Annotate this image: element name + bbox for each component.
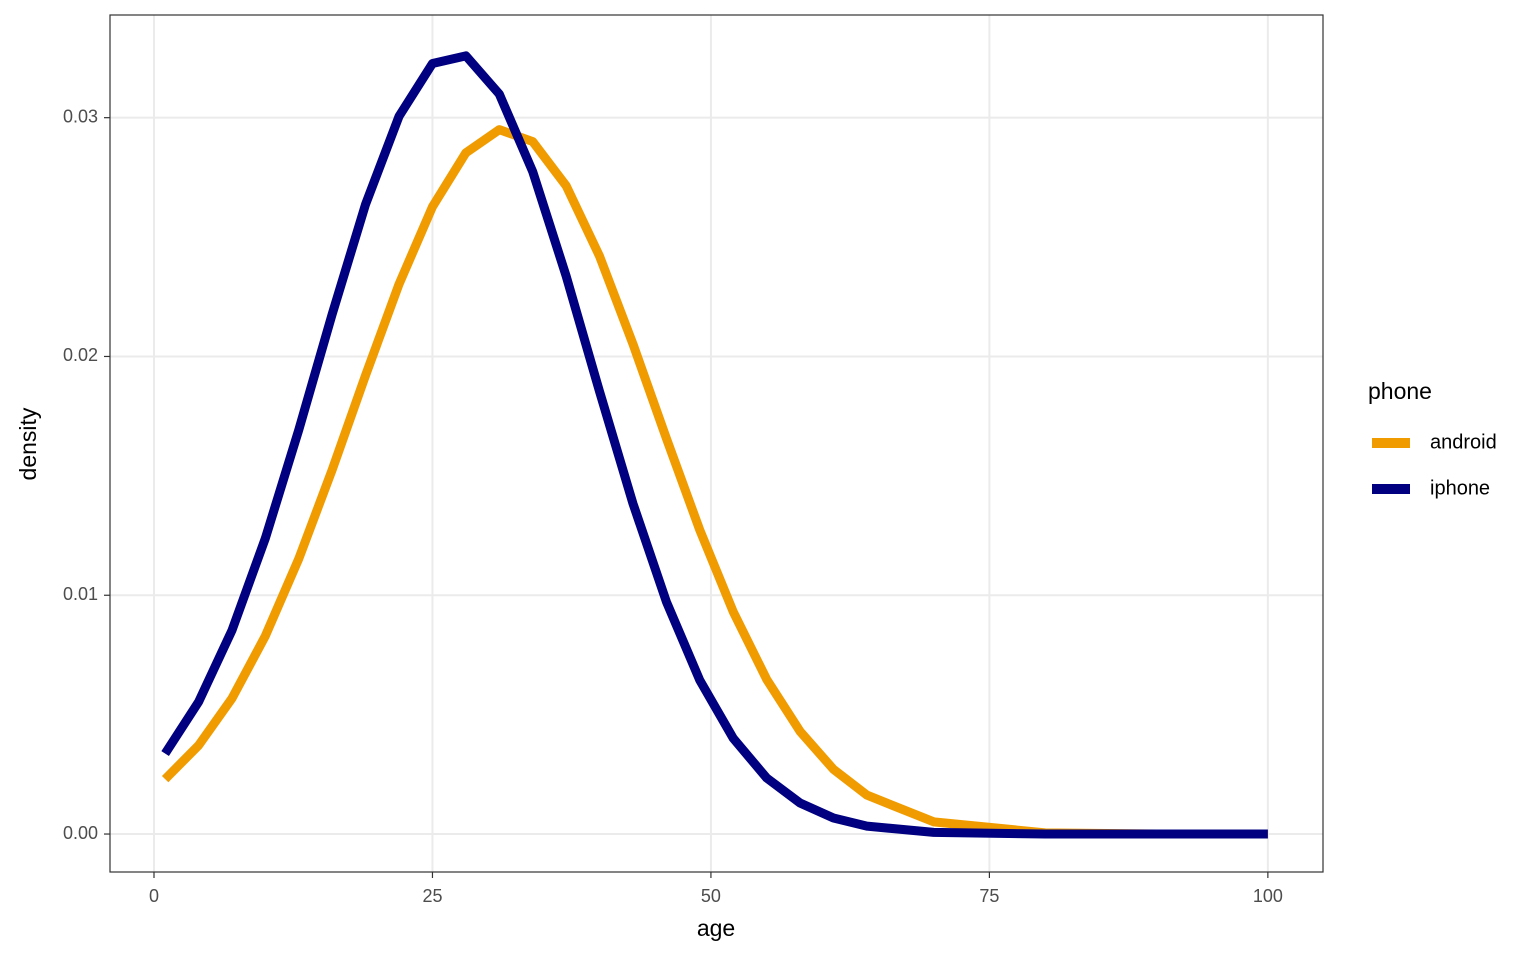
y-tick-label: 0.02	[63, 345, 98, 365]
legend-title: phone	[1368, 378, 1432, 404]
x-axis-title: age	[697, 915, 735, 941]
x-tick-label: 50	[701, 886, 721, 906]
density-line	[161, 125, 1268, 839]
legend-label: android	[1430, 431, 1497, 453]
panel-border	[109, 14, 1324, 873]
density-line	[161, 51, 1268, 839]
x-tick-label: 75	[979, 886, 999, 906]
y-tick-label: 0.03	[63, 106, 98, 126]
y-axis-title: density	[15, 407, 41, 480]
y-tick-label: 0.01	[63, 584, 98, 604]
y-tick-label: 0.00	[63, 823, 98, 843]
legend-label: iphone	[1430, 477, 1490, 499]
x-tick-label: 0	[149, 886, 159, 906]
x-tick-label: 100	[1253, 886, 1283, 906]
x-tick-label: 25	[422, 886, 442, 906]
